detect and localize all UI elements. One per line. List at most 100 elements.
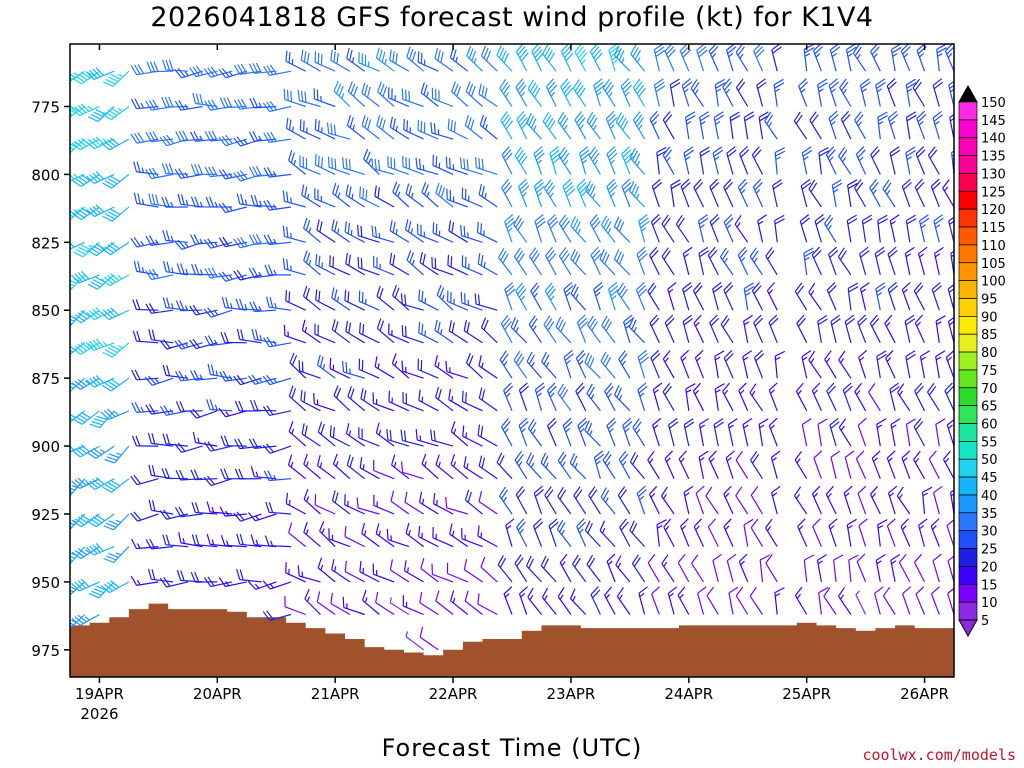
wind-barb: [133, 192, 159, 208]
wind-barb: [664, 450, 675, 479]
colorbar-swatch: [958, 369, 978, 389]
wind-barb: [71, 578, 100, 592]
wind-barb: [204, 130, 233, 142]
wind-barb: [513, 247, 528, 276]
wind-barb: [145, 99, 174, 111]
wind-barb: [233, 236, 262, 249]
wind-barb: [248, 267, 277, 279]
wind-barb: [161, 196, 188, 208]
colorbar-label: 25: [981, 543, 998, 558]
wind-barb: [853, 179, 867, 208]
wind-barb: [751, 282, 764, 311]
wind-barb: [430, 122, 454, 140]
wind-barb: [476, 221, 498, 243]
wind-barb: [432, 526, 454, 548]
wind-barb: [510, 317, 528, 344]
wind-barb: [313, 88, 336, 108]
wind-barb: [669, 78, 681, 107]
wind-barb: [739, 146, 750, 175]
wind-barb: [545, 246, 557, 276]
wind-barb: [847, 179, 858, 208]
colorbar-label: 45: [981, 471, 998, 486]
colorbar-label: 135: [981, 150, 1006, 165]
wind-barb: [544, 282, 557, 311]
wind-barb: [447, 290, 469, 311]
wind-barb: [372, 392, 395, 412]
wind-barb: [889, 214, 900, 243]
colorbar-bottom-arrow: [958, 619, 978, 638]
wind-barb: [621, 178, 633, 208]
wind-barb: [374, 356, 395, 379]
wind-barb: [132, 330, 159, 344]
wind-barb: [708, 44, 719, 72]
wind-barb: [101, 137, 130, 151]
wind-barb: [723, 349, 734, 379]
wind-barb: [388, 323, 410, 344]
wind-barb: [375, 47, 395, 72]
wind-barb: [480, 556, 498, 583]
wind-barb: [540, 555, 557, 583]
wind-barb: [144, 375, 174, 386]
wind-barb: [331, 558, 351, 583]
wind-barb: [606, 417, 617, 447]
wind-barb: [161, 59, 188, 72]
wind-barb: [101, 241, 130, 255]
wind-barb: [540, 452, 557, 480]
wind-barb: [600, 487, 616, 515]
wind-barb: [735, 450, 749, 480]
wind-barb: [683, 146, 695, 175]
wind-barb: [737, 178, 749, 208]
wind-barb: [263, 64, 292, 76]
colorbar-label: 105: [981, 257, 1006, 272]
wind-barb: [203, 307, 233, 318]
wind-barb: [824, 350, 837, 379]
wind-barb: [347, 386, 366, 412]
wind-barb: [316, 455, 336, 480]
wind-barb: [102, 173, 130, 189]
wind-barb: [265, 501, 292, 515]
wind-barb: [304, 588, 321, 615]
wind-barb: [285, 562, 306, 583]
wind-barb: [661, 554, 675, 583]
wind-barb: [714, 350, 725, 379]
wind-barb: [574, 111, 587, 140]
wind-barb: [768, 314, 779, 344]
wind-barb: [159, 509, 189, 520]
wind-barb: [435, 182, 454, 208]
wind-barb: [576, 314, 589, 344]
wind-barb: [263, 336, 292, 348]
wind-barb: [70, 410, 71, 412]
colorbar-label: 140: [981, 132, 1006, 147]
wind-barb: [604, 586, 616, 615]
wind-barb: [743, 518, 754, 547]
colorbar-label: 35: [981, 507, 998, 522]
wind-barb: [845, 44, 857, 72]
wind-barb: [590, 586, 601, 615]
wind-barb: [541, 351, 557, 379]
wind-barb: [904, 246, 915, 276]
wind-barb: [844, 314, 856, 343]
wind-barb: [288, 522, 307, 548]
wind-barb: [545, 78, 558, 107]
y-tick-label: 875: [31, 370, 60, 388]
wind-barb: [875, 78, 886, 107]
wind-barb: [544, 486, 557, 515]
wind-barb: [670, 179, 682, 208]
wind-barb: [303, 217, 321, 243]
wind-barb: [618, 350, 631, 379]
wind-barb: [249, 97, 277, 109]
wind-barb: [765, 518, 778, 547]
wind-barb: [282, 190, 306, 208]
wind-barb: [147, 568, 174, 583]
wind-barb: [531, 44, 545, 72]
x-tick-label: 23APR: [547, 685, 596, 703]
wind-barb: [951, 150, 954, 175]
colorbar-swatch: [958, 530, 978, 549]
credit-link[interactable]: coolwx.com/models: [862, 746, 1016, 764]
wind-barb: [317, 557, 336, 583]
wind-barb: [749, 586, 763, 615]
wind-barb: [419, 591, 439, 616]
wind-barb: [130, 98, 159, 110]
wind-barb: [421, 453, 439, 480]
wind-barb: [219, 506, 247, 517]
